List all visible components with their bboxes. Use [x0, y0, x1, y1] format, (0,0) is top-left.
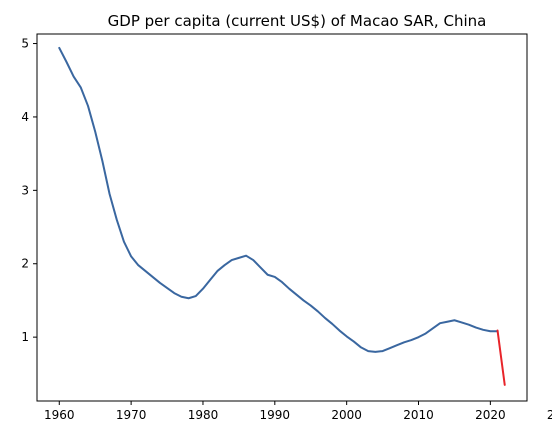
series-line-1 [496, 329, 506, 386]
series-layer [58, 46, 506, 386]
x-tick-label: 2010 [403, 408, 434, 422]
y-axis: 1 2 3 4 5 [21, 37, 37, 344]
x-tick-label: 1960 [44, 408, 75, 422]
y-tick-label: 1 [21, 330, 29, 344]
plot-frame [36, 33, 528, 402]
x-tick-label: 1980 [188, 408, 219, 422]
x-tick-label: 2000 [331, 408, 362, 422]
x-tick-label: 1990 [260, 408, 291, 422]
x-tick-label: 1970 [116, 408, 147, 422]
y-tick-label: 2 [21, 257, 29, 271]
x-axis: 1960 1970 1980 1990 2000 2010 2020 2030 [44, 401, 552, 422]
x-tick-label: 2030 [547, 408, 552, 422]
y-tick-label: 3 [21, 183, 29, 197]
y-tick-label: 4 [21, 110, 29, 124]
y-tick-label: 5 [21, 37, 29, 51]
chart-title: GDP per capita (current US$) of Macao SA… [108, 12, 487, 30]
series-line-0 [58, 46, 499, 353]
x-tick-label: 2020 [475, 408, 506, 422]
